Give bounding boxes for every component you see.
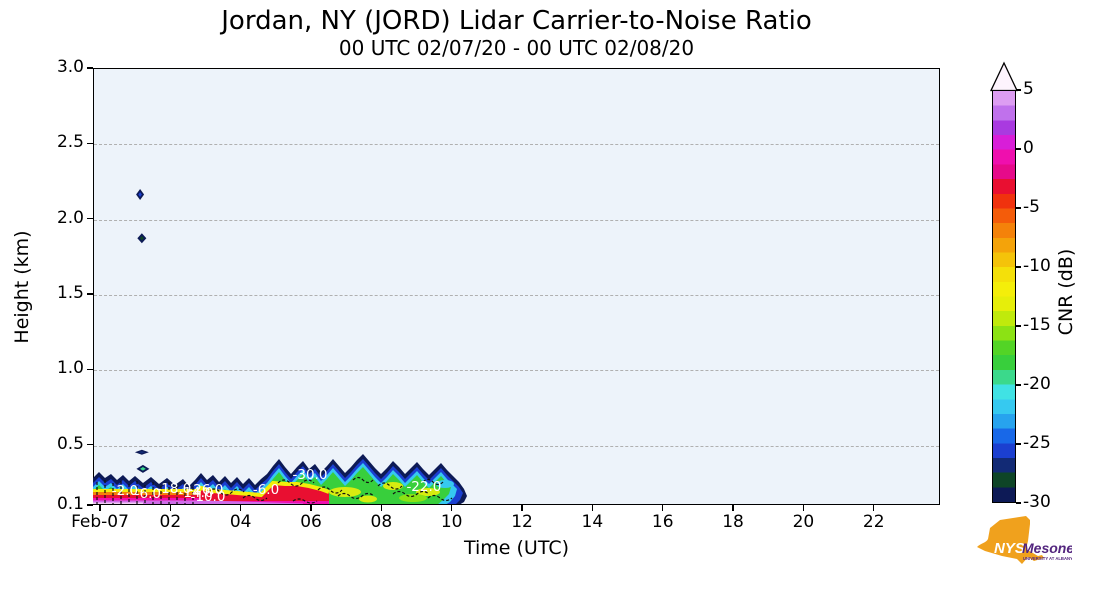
stripe-palepink-left	[93, 502, 143, 504]
contour-red-region	[193, 483, 329, 504]
contour-labels: -2.0-6.0-18.0-14.0-26.0-10.0 -6.0-30.0-22…	[112, 467, 442, 504]
contour-label: -2.0	[112, 483, 138, 499]
x-tick-mark	[169, 505, 172, 511]
x-tick-label: 04	[229, 512, 252, 532]
colorbar-tick-label: -20	[1023, 374, 1051, 394]
contour-label: -22.0	[406, 479, 441, 495]
logo-nys-text: NYS	[994, 540, 1025, 557]
y-tick-label: 1.5	[56, 283, 84, 304]
y-tick-mark	[87, 368, 93, 371]
colorbar-tick-label: -15	[1023, 315, 1051, 335]
yellow-patch	[359, 495, 377, 503]
field-svg: -2.0-6.0-18.0-14.0-26.0-10.0 -6.0-30.0-22…	[93, 189, 467, 504]
stripe-magenta-left	[93, 498, 201, 501]
contour-label: -6.0	[135, 486, 161, 502]
y-gridline	[94, 219, 939, 221]
colorbar-tick-mark	[1016, 502, 1021, 504]
contour-label: -6.0	[253, 482, 279, 498]
y-tick-label: 2.0	[56, 207, 84, 228]
chart-subtitle: 00 UTC 02/07/20 - 00 UTC 02/08/20	[338, 36, 695, 60]
x-tick-label: 10	[440, 512, 463, 532]
stripe-red-left	[93, 495, 201, 498]
y-tick-mark	[87, 504, 93, 506]
x-tick-mark	[802, 505, 805, 511]
colorbar-tick-mark	[1016, 443, 1021, 445]
x-tick-mark	[239, 505, 242, 511]
elevated-specks	[134, 189, 150, 473]
y-tick-mark	[87, 67, 93, 69]
y-gridline	[94, 295, 939, 297]
colorbar-tick-label: -5	[1023, 197, 1040, 217]
y-gridline	[94, 445, 939, 447]
lime-patch	[399, 494, 427, 502]
x-tick-mark	[310, 505, 312, 511]
y-tick-mark	[87, 293, 93, 295]
contour-label: -10.0	[191, 489, 226, 504]
colorbar-tick-mark	[1016, 207, 1021, 209]
contour-yellow-fringe	[191, 480, 330, 498]
colorbar-tick-mark	[1016, 89, 1021, 91]
logo-tagline-text: UNIVERSITY AT ALBANY	[1023, 556, 1072, 561]
ny-state-shape	[977, 516, 1044, 564]
y-tick-mark	[87, 217, 93, 220]
x-tick-label: 12	[511, 512, 533, 532]
yellow-patch	[416, 488, 440, 496]
y-tick-label: 0.5	[56, 433, 84, 454]
x-tick-label: 18	[722, 512, 744, 532]
yellow-patch	[329, 487, 361, 497]
x-tick-label: 06	[300, 512, 322, 532]
y-tick-mark	[87, 444, 93, 446]
colorbar	[992, 90, 1016, 503]
chart-title: Jordan, NY (JORD) Lidar Carrier-to-Noise…	[221, 6, 812, 36]
nys-mesonet-logo: NYS Mesonet UNIVERSITY AT ALBANY	[977, 516, 1072, 564]
colorbar-tick-mark	[1016, 148, 1021, 150]
y-gridline	[94, 370, 939, 372]
x-tick-label: 14	[581, 512, 604, 532]
y-tick-label: 1.0	[56, 358, 84, 379]
y-axis-label: Height (km)	[11, 230, 33, 344]
colorbar-tick-label: -30	[1023, 492, 1051, 512]
contour-label: -18.0	[156, 481, 191, 497]
colorbar-tick-mark	[1016, 384, 1021, 386]
x-tick-mark	[662, 505, 664, 511]
colorbar-tick-label: -10	[1023, 256, 1051, 276]
colorbar-tick-label: -25	[1023, 433, 1051, 453]
x-tick-mark	[521, 505, 523, 511]
x-tick-label: 08	[370, 512, 393, 532]
stripe-yellow-left	[93, 489, 201, 492]
x-tick-label: 20	[792, 512, 815, 532]
y-tick-label: 0.1	[56, 494, 84, 514]
y-tick-label: 2.5	[56, 132, 84, 153]
colorbar-tick-label: 0	[1023, 138, 1034, 158]
x-axis-label: Time (UTC)	[463, 537, 570, 559]
x-tick-mark	[591, 505, 594, 511]
y-gridline	[94, 144, 939, 146]
x-tick-label: Feb-07	[71, 512, 129, 532]
x-tick-mark	[99, 505, 101, 511]
contour-line-squiggles	[96, 476, 453, 504]
colorbar-tick-label: 5	[1023, 79, 1034, 99]
colorbar-tick-mark	[1016, 325, 1021, 327]
y-tick-mark	[87, 142, 93, 144]
x-tick-label: 22	[862, 512, 885, 532]
contour-label: -30.0	[292, 467, 327, 483]
y-tick-label: 3.0	[56, 56, 84, 77]
x-tick-mark	[451, 505, 453, 511]
x-tick-label: 02	[159, 512, 182, 532]
cyan-patch	[436, 480, 454, 488]
plot-area	[93, 68, 940, 505]
logo-mesonet-text: Mesonet	[1022, 540, 1072, 556]
x-tick-mark	[380, 505, 383, 511]
x-tick-mark	[732, 505, 734, 511]
contour-label: -26.0	[188, 482, 223, 498]
colorbar-tick-mark	[1016, 266, 1021, 268]
x-tick-mark	[873, 505, 875, 511]
stripe-orange-left	[93, 492, 201, 495]
colorbar-extend-arrow	[989, 61, 1019, 92]
contour-label: -14.0	[179, 485, 214, 501]
x-tick-label: 16	[651, 512, 674, 532]
